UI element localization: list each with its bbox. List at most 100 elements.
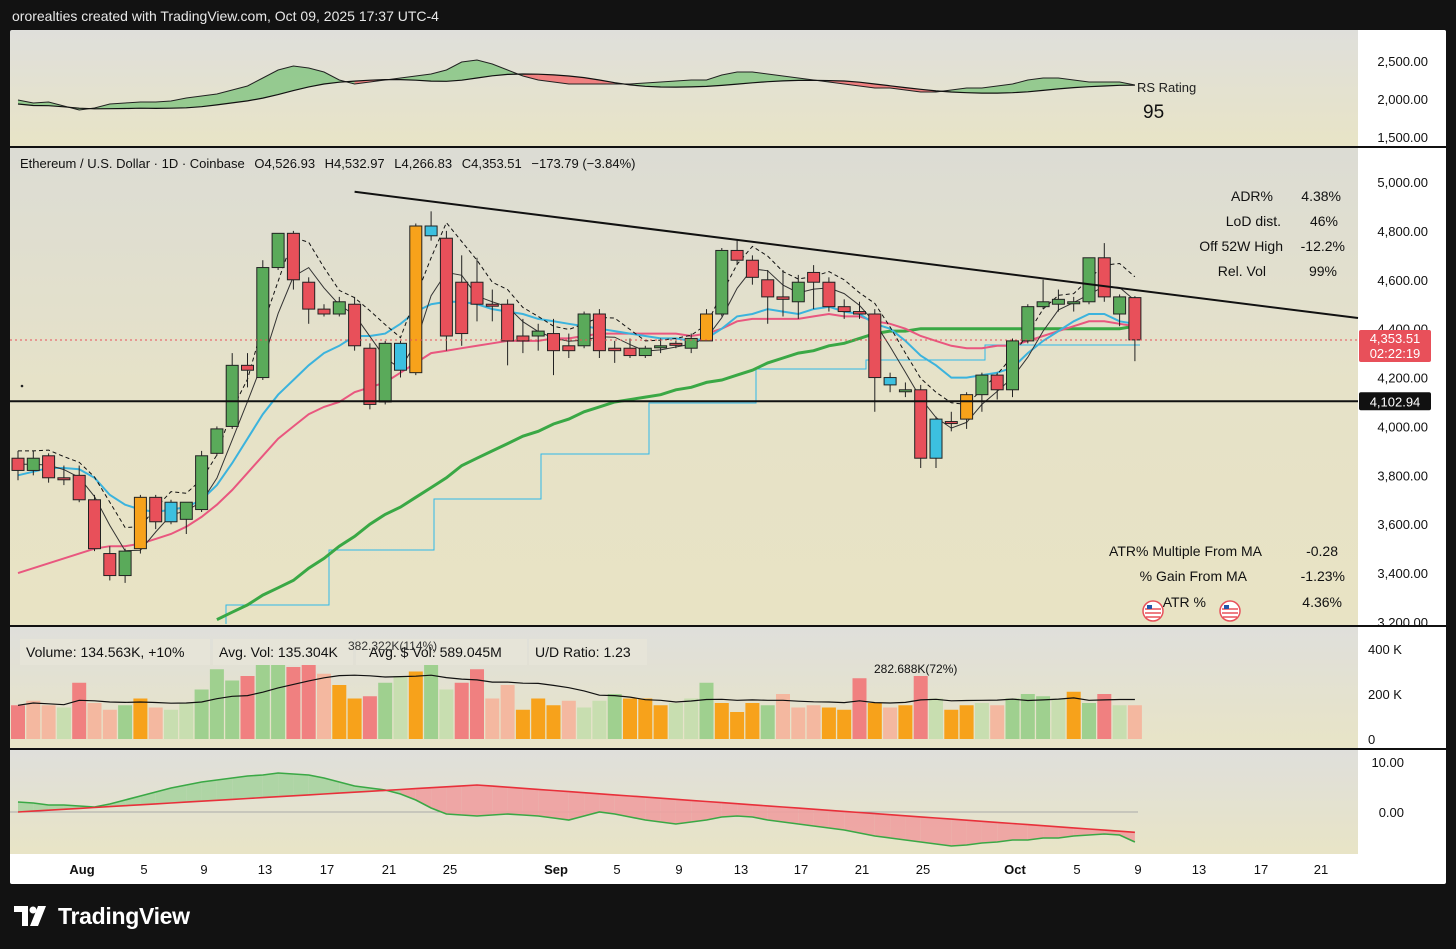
candle-body xyxy=(363,347,377,405)
rs-rating-panel: RS Rating 95 2,500.00 2,000.00 1,500.00 xyxy=(10,30,1446,147)
volume-bar xyxy=(439,689,454,739)
candle-body xyxy=(256,267,270,379)
volume-bar xyxy=(1020,694,1035,739)
low-value: L4,266.83 xyxy=(394,156,452,171)
price-tick-label: 3,800.00 xyxy=(1377,468,1428,483)
rs-tick-label: 2,000.00 xyxy=(1377,92,1428,107)
candle-body xyxy=(455,281,469,335)
oscillator-fill xyxy=(492,786,508,815)
oscillator-fill xyxy=(262,773,279,798)
volume-bar xyxy=(393,676,408,739)
volume-bar xyxy=(408,671,423,739)
volume-tick-label: 400 K xyxy=(1368,642,1402,657)
candle-body xyxy=(1006,340,1019,391)
candle-body xyxy=(470,281,484,305)
volume-bar xyxy=(684,698,699,739)
oscillator-scale xyxy=(1358,750,1446,854)
candle-body xyxy=(317,308,331,315)
oscillator-fill xyxy=(538,789,554,818)
rs-fill-negative xyxy=(553,74,569,84)
volume-bar xyxy=(118,705,133,739)
volume-bar xyxy=(1112,705,1127,739)
rs-fill xyxy=(18,60,1135,110)
chart-frame[interactable]: RS Rating 95 2,500.00 2,000.00 1,500.00 5,… xyxy=(10,30,1446,884)
tradingview-logo[interactable]: TradingView xyxy=(14,903,190,930)
us-flag-icon[interactable] xyxy=(1142,600,1164,622)
volume-bar xyxy=(332,685,347,739)
time-axis-label: 17 xyxy=(320,862,334,877)
price-legend: Ethereum / U.S. Dollar · 1D · Coinbase O… xyxy=(20,156,635,171)
candle-body xyxy=(684,337,698,349)
stat-label: ADR% xyxy=(1231,188,1273,204)
candle-body xyxy=(654,345,668,349)
volume-bar xyxy=(852,678,867,739)
volume-bar xyxy=(11,705,25,739)
time-axis[interactable]: Aug 5 9 13 17 21 25 Sep 5 9 13 17 21 25 Oct 5 9 13 17 21 xyxy=(10,854,1446,884)
time-axis-label: 13 xyxy=(258,862,272,877)
stat-value: 4.38% xyxy=(1301,188,1341,204)
volume-bar xyxy=(347,698,362,739)
candle-body xyxy=(975,374,989,396)
oscillator-fill xyxy=(278,773,294,797)
candle-body xyxy=(149,496,163,523)
volume-average-line xyxy=(17,674,1135,706)
volume-legend: Volume: 134.563K, +10% Avg. Vol: 135.304… xyxy=(20,639,957,676)
price-scale[interactable] xyxy=(1358,148,1446,626)
trend-line[interactable] xyxy=(354,190,1359,320)
legend-box xyxy=(529,639,647,665)
candles[interactable] xyxy=(11,211,1142,583)
candle-body xyxy=(1097,257,1111,298)
time-axis-label: 5 xyxy=(1073,862,1080,877)
rs-rating-value: 95 xyxy=(1143,102,1164,123)
us-flag-icon[interactable] xyxy=(1219,600,1241,622)
oscillator-fill xyxy=(18,802,34,812)
time-axis-label: 25 xyxy=(916,862,930,877)
panel-divider xyxy=(10,748,1446,750)
stat-value: 99% xyxy=(1309,263,1337,279)
volume-bar xyxy=(378,682,393,739)
open-value: O4,526.93 xyxy=(254,156,315,171)
volume-panel[interactable]: Volume: 134.563K, +10% Avg. Vol: 135.304… xyxy=(10,627,1446,749)
volume-bar xyxy=(806,705,821,739)
price-panel[interactable]: 5,000.004,800.004,600.004,400.004,200.00… xyxy=(10,148,1446,630)
stat-label: % Gain From MA xyxy=(1140,568,1248,584)
volume-bar xyxy=(56,707,71,739)
volume-bar xyxy=(286,667,301,739)
stat-label: Rel. Vol xyxy=(1218,263,1266,279)
oscillator-fill xyxy=(293,774,309,796)
chart-canvas[interactable]: RS Rating 95 2,500.002,000.001,500.00 5,… xyxy=(10,30,1446,884)
volume-value: Volume: 134.563K, +10% xyxy=(26,644,184,660)
candle-body xyxy=(547,333,560,352)
volume-bar xyxy=(225,680,240,739)
time-axis-bg xyxy=(10,854,1446,884)
volume-bar xyxy=(515,709,530,739)
rs-fill-negative xyxy=(568,76,585,84)
volume-bar xyxy=(133,698,148,739)
time-axis-label: 21 xyxy=(855,862,869,877)
oscillator-fill xyxy=(691,800,707,822)
avg-volume-value: Avg. Vol: 135.304K xyxy=(219,644,338,660)
oscillator-fill xyxy=(171,785,187,803)
price-tick-label: 5,000.00 xyxy=(1377,175,1428,190)
candle-body xyxy=(26,457,40,471)
rs-fill-negative xyxy=(584,77,600,84)
oscillator-line xyxy=(17,772,1136,847)
oscillator-fill xyxy=(675,799,692,824)
candle-body xyxy=(822,281,836,308)
volume-bar xyxy=(240,676,255,739)
candle-body xyxy=(1082,257,1096,303)
oscillator-fill xyxy=(798,808,814,826)
oscillator-fill xyxy=(936,818,952,846)
candle-body xyxy=(990,374,1004,391)
candle-body xyxy=(1067,301,1081,305)
oscillator-fill xyxy=(859,812,875,836)
volume-bar xyxy=(990,705,1005,739)
candle-body xyxy=(745,259,759,278)
time-axis-label: 21 xyxy=(1314,862,1328,877)
oscillator-fill xyxy=(614,794,630,817)
candle-body xyxy=(669,342,683,346)
volume-bar xyxy=(1036,696,1051,739)
volume-bar xyxy=(699,682,714,739)
brand-name: TradingView xyxy=(58,903,190,929)
candle-body xyxy=(960,394,974,420)
